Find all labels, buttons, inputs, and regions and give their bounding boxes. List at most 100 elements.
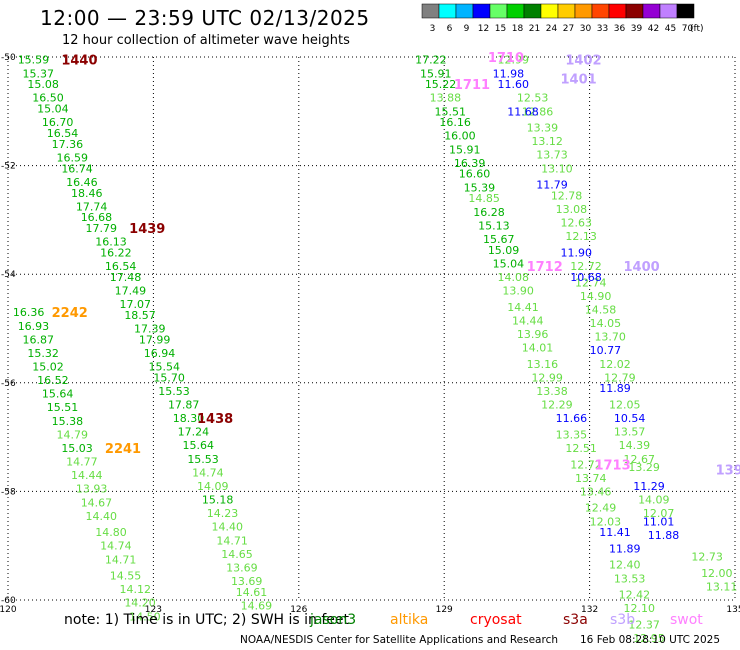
wave-height-point: 13.10 (541, 162, 573, 175)
wave-height-point: 16.94 (144, 347, 176, 360)
wave-height-point: 12.51 (565, 442, 597, 455)
wave-height-point: 14.40 (212, 521, 244, 534)
wave-height-point: 12.78 (551, 189, 583, 202)
footer-timestamp: 16 Feb 08:28:10 UTC 2025 (580, 634, 720, 646)
x-tick-label: 132 (581, 605, 598, 615)
wave-height-point: 14.79 (56, 428, 88, 441)
wave-height-point: 12.79 (604, 371, 636, 384)
legend-s3a: s3a (563, 612, 588, 628)
pass-label: 1713 (594, 458, 630, 473)
colorbar-label: 15 (495, 24, 506, 34)
wave-height-point: 17.07 (119, 298, 150, 311)
wave-height-point: 11.89 (609, 542, 641, 555)
colorbar-swatch (557, 3, 576, 19)
wave-height-point: 11.98 (493, 67, 524, 80)
wave-height-point: 11.68 (507, 105, 539, 118)
wave-height-point: 17.49 (115, 284, 147, 297)
wave-height-point: 14.71 (105, 553, 137, 566)
wave-height-point: 13.11 (706, 580, 738, 593)
wave-height-point: 11.01 (643, 515, 675, 528)
wave-height-point: 14.61 (236, 586, 268, 599)
x-tick-label: 126 (290, 605, 307, 615)
wave-height-point: 13.73 (536, 149, 568, 162)
wave-height-point: 11.88 (648, 529, 680, 542)
wave-height-point: 12.73 (691, 551, 723, 564)
wave-height-point: 15.22 (425, 78, 457, 91)
wave-height-point: 13.53 (614, 572, 646, 585)
wave-height-point: 14.40 (86, 510, 118, 523)
wave-height-point: 12.13 (565, 230, 597, 243)
pass-label: 2241 (105, 442, 141, 457)
wave-height-point: 16.22 (100, 246, 132, 259)
wave-height-point: 12.63 (561, 217, 593, 230)
chart-title: 12:00 — 23:59 UTC 02/13/2025 (40, 6, 370, 30)
colorbar-label: 21 (529, 24, 540, 34)
wave-height-point: 12.95 (633, 632, 665, 645)
wave-height-point: 10.68 (570, 271, 602, 284)
wave-height-point: 14.67 (81, 496, 113, 509)
pass-label: 1401 (561, 73, 597, 88)
legend-cryosat: cryosat (470, 612, 522, 628)
colorbar-swatch (455, 3, 474, 19)
x-tick-label: 129 (436, 605, 453, 615)
wave-height-point: 13.70 (594, 331, 626, 344)
wave-height-point: 14.74 (192, 466, 224, 479)
pass-label: 139 (716, 464, 740, 479)
wave-height-point: 15.02 (32, 361, 64, 374)
wave-height-point: 12.86 (522, 105, 554, 118)
wave-height-point: 17.36 (52, 138, 83, 151)
colorbar-label: 12 (478, 24, 489, 34)
wave-height-point: 14.55 (110, 570, 142, 583)
colorbar-swatch (472, 3, 491, 19)
wave-height-point: 14.23 (207, 507, 239, 520)
wave-height-point: 15.51 (435, 105, 467, 118)
wave-height-point: 14.80 (95, 526, 127, 539)
y-tick-label: -52 (1, 162, 16, 172)
wave-height-point: 12.67 (624, 453, 656, 466)
wave-height-point: 14.41 (507, 301, 539, 314)
y-tick-label: -54 (1, 270, 16, 280)
wave-height-point: 14.69 (241, 599, 273, 612)
colorbar-swatch (608, 3, 627, 19)
x-tick-label: 120 (0, 605, 17, 615)
wave-height-point: 15.64 (182, 439, 214, 452)
wave-height-point: 15.03 (61, 442, 93, 455)
wave-height-point: 14.65 (221, 548, 253, 561)
colorbar-label: 39 (631, 24, 643, 34)
legend-altika: altika (390, 612, 429, 628)
pass-labels: 1440 1439 1438 2242 2241 1710 1711 1712 1713 1402… (52, 51, 740, 479)
colorbar-swatch (421, 3, 440, 19)
colorbar-label: 6 (447, 24, 453, 34)
wave-height-point: 14.01 (522, 342, 554, 355)
wave-height-point: 16.13 (95, 236, 127, 249)
colorbar-label: 18 (512, 24, 524, 34)
wave-height-point: 15.18 (202, 494, 234, 507)
wave-height-point: 15.70 (153, 371, 185, 384)
pass-label: 1712 (527, 260, 563, 275)
wave-height-point: 13.88 (430, 92, 462, 105)
pass-label: 1710 (488, 51, 524, 66)
wave-height-point: 14.09 (197, 480, 229, 493)
wave-height-point: 16.60 (459, 168, 491, 181)
pass-label: 1439 (129, 222, 165, 237)
wave-height-point: 15.67 (483, 233, 515, 246)
wave-height-point: 14.58 (585, 303, 617, 316)
y-tick-label: -60 (1, 596, 16, 606)
wave-height-point: 17.74 (76, 200, 108, 213)
pass-label: 1402 (565, 54, 601, 69)
wave-height-point: 13.16 (527, 358, 559, 371)
wave-height-point: 11.66 (556, 412, 588, 425)
wave-height-point: 15.38 (52, 415, 83, 428)
colorbar-label: 24 (546, 24, 558, 34)
colorbar-unit: (ft) (690, 24, 704, 34)
wave-height-point: 12.74 (575, 276, 607, 289)
wave-height-point: 12.99 (531, 371, 563, 384)
wave-height-point: 17.48 (110, 271, 142, 284)
credit-text: NOAA/NESDIS Center for Satellite Applica… (240, 634, 558, 646)
wave-height-point: 16.54 (105, 260, 137, 273)
wave-height-point: 16.59 (56, 151, 88, 164)
colorbar-label: 3 (430, 24, 436, 34)
wave-height-point: 14.44 (71, 469, 103, 482)
wave-height-point: 16.16 (439, 116, 471, 129)
wave-height-point: 15.91 (420, 67, 452, 80)
